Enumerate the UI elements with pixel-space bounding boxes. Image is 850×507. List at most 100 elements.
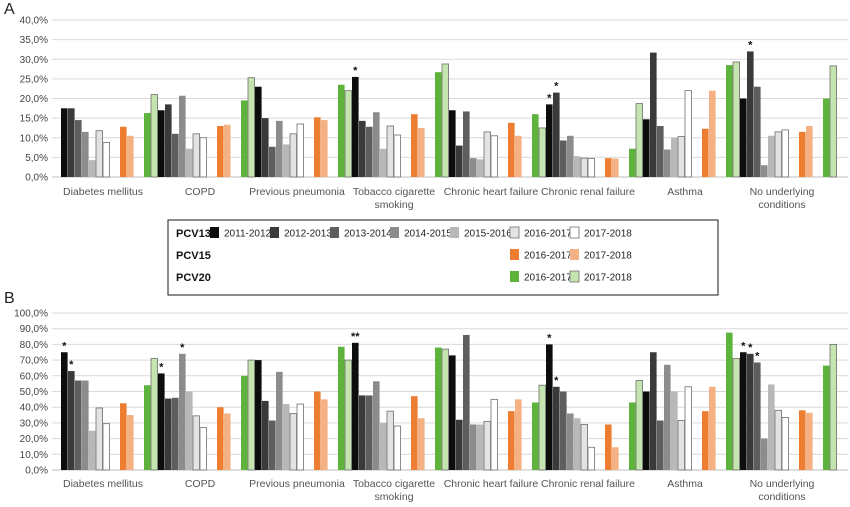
- bar: [553, 92, 560, 177]
- bar: [247, 77, 255, 178]
- bar: [102, 423, 110, 471]
- legend-group-label: PCV13: [176, 228, 211, 240]
- category-label: Chronic heart failure: [444, 186, 539, 198]
- bar: [605, 158, 612, 177]
- bar: [283, 144, 290, 177]
- bar: [314, 117, 321, 177]
- bar: [373, 112, 380, 177]
- bar: [435, 347, 442, 470]
- bar: [671, 137, 678, 177]
- category-label: Previous pneumonia: [249, 478, 345, 490]
- legend-label: 2017-2018: [584, 273, 632, 284]
- bar: [726, 65, 733, 177]
- category-label: Chronic heart failure: [444, 478, 539, 490]
- bar: [560, 140, 567, 177]
- legend-swatch: [510, 249, 519, 260]
- bar: [829, 343, 837, 471]
- significance-marker: *: [554, 375, 559, 387]
- bar: [684, 386, 692, 471]
- bar: [806, 125, 813, 177]
- y-tick-label: 5,0%: [25, 153, 48, 164]
- bar: [255, 86, 262, 177]
- bar: [217, 407, 224, 470]
- bar: [657, 420, 664, 470]
- bar: [470, 424, 477, 470]
- bar: [283, 404, 290, 470]
- bar: [587, 158, 595, 178]
- bar: [768, 384, 775, 470]
- legend-box: [167, 219, 719, 296]
- bar: [483, 420, 491, 471]
- bar: [158, 110, 165, 177]
- bar: [546, 104, 553, 177]
- bar: [567, 413, 574, 470]
- bar: [150, 94, 158, 178]
- bar: [144, 385, 151, 470]
- category-label: Previous pneumonia: [249, 186, 345, 198]
- significance-marker: *: [159, 361, 164, 373]
- bar: [629, 402, 636, 470]
- bar: [806, 412, 813, 470]
- y-tick-label: 70,0%: [20, 356, 48, 367]
- y-tick-label: 10,0%: [20, 133, 48, 144]
- bar: [684, 90, 692, 178]
- bar: [321, 120, 328, 177]
- bar: [366, 126, 373, 177]
- y-tick-label: 20,0%: [20, 434, 48, 445]
- bar: [532, 114, 539, 177]
- legend-swatch: [570, 249, 579, 260]
- bar: [781, 129, 789, 178]
- bar: [470, 158, 477, 177]
- bar: [150, 358, 158, 471]
- bar: [386, 125, 394, 178]
- bar: [296, 403, 304, 471]
- bar: [82, 131, 89, 177]
- bar: [560, 391, 567, 470]
- bar: [172, 397, 179, 470]
- category-label: Diabetes mellitus: [63, 186, 143, 198]
- bar: [567, 135, 574, 177]
- legend-label: 2015-2016: [464, 229, 512, 240]
- y-tick-label: 100,0%: [14, 309, 48, 320]
- bar: [490, 398, 498, 471]
- bar: [321, 399, 328, 470]
- bar: [127, 415, 134, 470]
- bar: [635, 103, 643, 178]
- bar: [664, 364, 671, 470]
- legend-label: 2013-2014: [344, 229, 392, 240]
- bar: [709, 90, 716, 177]
- category-label: smoking: [374, 199, 413, 211]
- bar: [829, 65, 837, 178]
- legend-swatch: [270, 227, 279, 238]
- bar: [553, 386, 560, 470]
- bar: [262, 118, 269, 177]
- bar: [477, 424, 484, 470]
- bar: [344, 359, 352, 471]
- bar: [418, 418, 425, 470]
- y-tick-label: 80,0%: [20, 340, 48, 351]
- legend-swatch: [510, 271, 519, 282]
- legend-label: 2017-2018: [584, 229, 632, 240]
- legend-label: 2016-2017: [524, 273, 572, 284]
- category-label: smoking: [374, 491, 413, 503]
- category-label: Tobacco cigarette: [353, 478, 435, 490]
- significance-marker: *: [741, 340, 746, 352]
- bar: [612, 447, 619, 470]
- bar: [483, 131, 491, 178]
- bar: [574, 156, 581, 177]
- y-tick-label: 35,0%: [20, 35, 48, 46]
- y-tick-label: 15,0%: [20, 114, 48, 125]
- bar: [158, 373, 165, 470]
- bar: [799, 410, 806, 470]
- bar: [747, 353, 754, 470]
- category-label: COPD: [185, 186, 216, 198]
- bar: [95, 407, 103, 471]
- bar: [338, 84, 345, 177]
- y-tick-label: 30,0%: [20, 418, 48, 429]
- bar: [344, 90, 352, 178]
- y-tick-label: 30,0%: [20, 55, 48, 66]
- significance-marker: *: [353, 65, 358, 77]
- bar: [657, 125, 664, 177]
- bar: [456, 145, 463, 177]
